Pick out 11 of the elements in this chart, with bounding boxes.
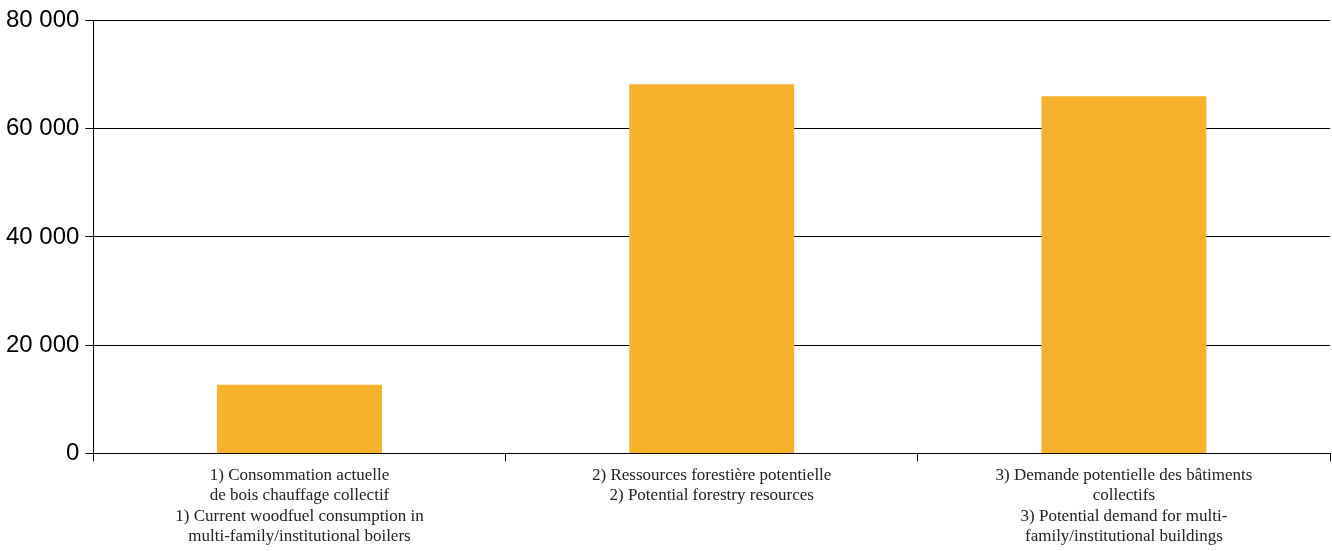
y-tick-label: 60 000: [6, 113, 80, 141]
x-tick-label: 2) Ressources forestière potentielle 2) Potential forestry resources: [592, 465, 832, 505]
x-tick-label: 3) Demande potentielle des bâtiments collectifs 3) Potential demand for multi- family/institutional buildings: [995, 465, 1253, 546]
y-tick-label: 40 000: [6, 221, 80, 249]
bar: [1041, 96, 1207, 453]
bar: [217, 384, 382, 453]
bar: [629, 84, 795, 453]
x-tick-label: 1) Consommation actuelle de bois chauffage collectif 1) Current woodfuel consumption in multi-family/institutional boilers: [175, 465, 425, 546]
y-tick-label: 20 000: [6, 329, 80, 357]
y-tick-label: 80 000: [6, 5, 80, 33]
y-tick-label: 0: [66, 438, 80, 466]
